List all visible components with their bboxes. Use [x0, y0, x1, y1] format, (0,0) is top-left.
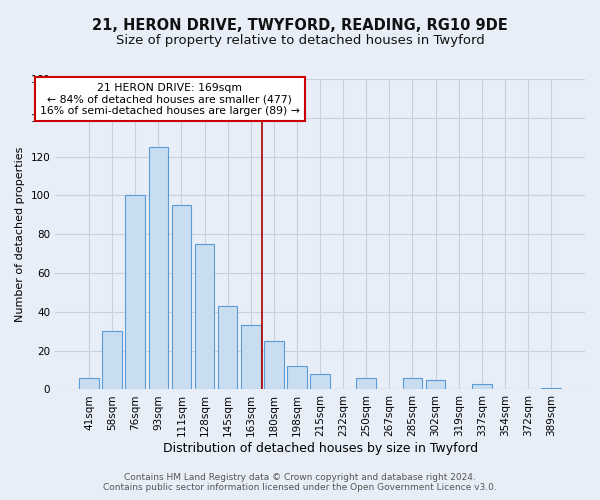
Bar — [287, 366, 307, 390]
Y-axis label: Number of detached properties: Number of detached properties — [15, 146, 25, 322]
Bar — [403, 378, 422, 390]
Bar — [356, 378, 376, 390]
Bar — [79, 378, 99, 390]
Bar — [541, 388, 561, 390]
Bar — [241, 326, 260, 390]
Text: Contains HM Land Registry data © Crown copyright and database right 2024.
Contai: Contains HM Land Registry data © Crown c… — [103, 473, 497, 492]
Bar — [426, 380, 445, 390]
Bar — [172, 205, 191, 390]
Bar — [125, 196, 145, 390]
X-axis label: Distribution of detached houses by size in Twyford: Distribution of detached houses by size … — [163, 442, 478, 455]
Bar — [195, 244, 214, 390]
Text: 21, HERON DRIVE, TWYFORD, READING, RG10 9DE: 21, HERON DRIVE, TWYFORD, READING, RG10 … — [92, 18, 508, 32]
Bar — [103, 331, 122, 390]
Bar — [472, 384, 491, 390]
Bar — [310, 374, 330, 390]
Text: 21 HERON DRIVE: 169sqm
← 84% of detached houses are smaller (477)
16% of semi-de: 21 HERON DRIVE: 169sqm ← 84% of detached… — [40, 83, 300, 116]
Bar — [264, 341, 284, 390]
Text: Size of property relative to detached houses in Twyford: Size of property relative to detached ho… — [116, 34, 484, 47]
Bar — [218, 306, 238, 390]
Bar — [149, 147, 168, 390]
